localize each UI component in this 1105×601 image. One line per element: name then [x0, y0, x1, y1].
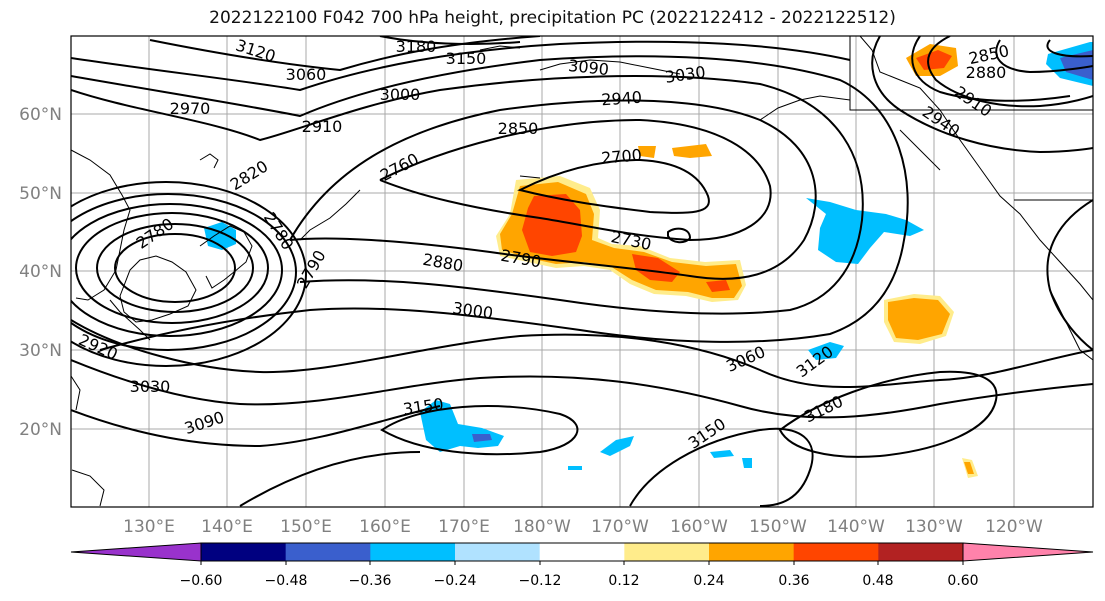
colorbar-tick-label: 0.60: [947, 573, 978, 589]
latitude-labels: 60°N 50°N 40°N 30°N 20°N: [19, 105, 62, 440]
colorbar-tick-label: 0.48: [862, 573, 893, 589]
contour-label: 3060: [286, 65, 327, 84]
map-frame: [70, 35, 1094, 508]
contour-label: 3000: [380, 85, 421, 104]
colorbar-tick-label: 0.36: [778, 573, 809, 589]
colorbar-segment: [878, 543, 964, 561]
coastlines: [71, 36, 1093, 507]
colorbar-tick-label: 0.24: [693, 573, 724, 589]
contour-label: 3090: [567, 56, 609, 79]
contour-label: 3150: [446, 49, 487, 68]
lon-label: 160°E: [359, 517, 411, 537]
colorbar-tick-label: −0.48: [265, 573, 308, 589]
precip-central-pacific-red: [522, 194, 582, 256]
lat-label: 40°N: [19, 262, 62, 282]
colorbar-tick-label: −0.60: [180, 573, 223, 589]
longitude-labels: 130°E 140°E 150°E 160°E 170°E 180°W 170°…: [123, 517, 1043, 537]
lon-label: 140°W: [827, 517, 885, 537]
contour-label: 3030: [130, 377, 171, 396]
lon-label: 150°E: [280, 517, 332, 537]
colorbar-extend-high: [963, 543, 1093, 561]
colorbar-segment: [624, 543, 710, 561]
contour-label: 2910: [302, 117, 343, 136]
colorbar-segment: [455, 543, 541, 561]
contour-label: 2970: [170, 99, 211, 118]
height-contours: [71, 36, 1093, 507]
lon-label: 150°W: [749, 517, 807, 537]
contour-label: 3180: [396, 37, 437, 56]
precip-negative-north-pacific: [806, 198, 924, 264]
colorbar-tick-label: −0.24: [434, 573, 477, 589]
contour-labels: 3120 3180 3150 3090 3030 3060 3000 2940 …: [76, 36, 1011, 453]
lon-label: 130°W: [905, 517, 963, 537]
contour-label: 2850: [498, 119, 539, 138]
colorbar-segment: [201, 543, 287, 561]
lat-label: 30°N: [19, 341, 62, 361]
lon-label: 180°W: [513, 517, 571, 537]
lon-label: 120°W: [985, 517, 1043, 537]
lon-label: 170°W: [591, 517, 649, 537]
colorbar-tick-label: 0.12: [608, 573, 639, 589]
lon-label: 140°E: [201, 517, 253, 537]
colorbar-segments: [71, 543, 1093, 561]
lon-label: 160°W: [670, 517, 728, 537]
colorbar-tick-labels: −0.60 −0.48 −0.36 −0.24 −0.12 0.12 0.24 …: [180, 573, 979, 589]
contour-label: 2880: [966, 63, 1007, 82]
colorbar-ticks: [200, 561, 964, 565]
colorbar-tick-label: −0.12: [519, 573, 562, 589]
colorbar-segment: [793, 543, 879, 561]
lon-label: 170°E: [438, 517, 490, 537]
colorbar-extend-low: [71, 543, 201, 561]
contour-label: 2700: [600, 145, 642, 167]
lat-label: 20°N: [19, 420, 62, 440]
map-title: 2022122100 F042 700 hPa height, precipit…: [209, 8, 896, 28]
lat-label: 50°N: [19, 184, 62, 204]
lat-label: 60°N: [19, 105, 62, 125]
colorbar-tick-label: −0.36: [349, 573, 392, 589]
colorbar: −0.60 −0.48 −0.36 −0.24 −0.12 0.12 0.24 …: [70, 542, 1094, 589]
colorbar-segment: [709, 543, 795, 561]
contour-label: 2940: [601, 88, 643, 110]
colorbar-segment: [370, 543, 456, 561]
contour-ring: [114, 233, 236, 303]
colorbar-segment: [285, 543, 371, 561]
colorbar-frame-right: [962, 542, 1094, 562]
lon-label: 130°E: [123, 517, 175, 537]
precipitation-fills: [204, 42, 1093, 478]
colorbar-segment: [539, 543, 625, 561]
